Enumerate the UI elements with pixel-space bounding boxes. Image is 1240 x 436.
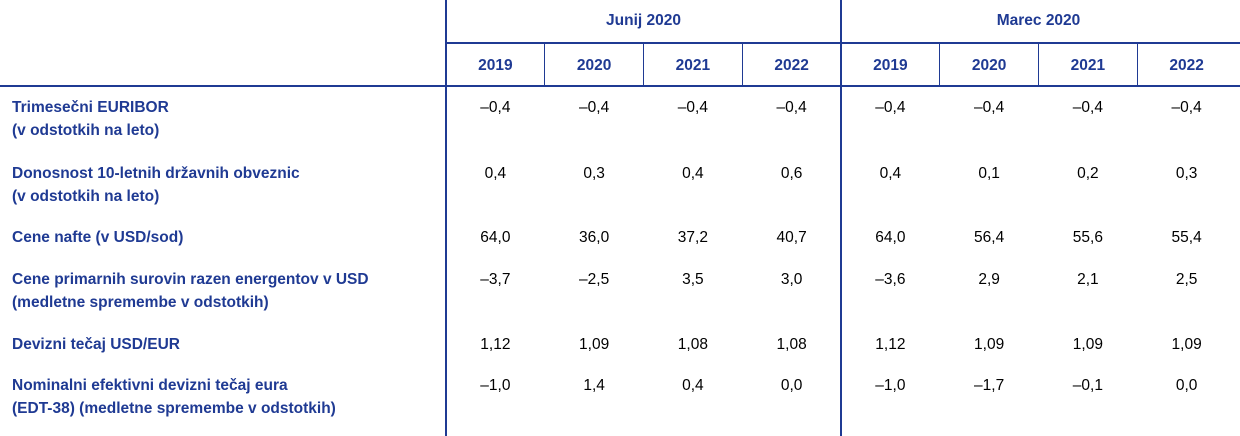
cell-value: 0,4 [682,165,704,182]
year-header: 2020 [576,57,612,74]
cell-value: –1,0 [875,377,906,394]
group-divider [840,0,842,436]
cell-value: –0,4 [776,99,807,116]
cell-value: 1,09 [1171,336,1202,353]
cell-value: 55,4 [1171,229,1202,246]
row-label: (v odstotkih na leto) [12,188,160,205]
cell-value: 64,0 [480,229,511,246]
row-label: Trimesečni EURIBOR [12,99,169,116]
cell-value: 0,4 [682,377,704,394]
row-label: (medletne spremembe v odstotkih) [12,294,269,311]
cell-value: 0,4 [484,165,507,182]
row-label: Cene primarnih surovin razen energentov … [12,271,369,288]
cell-value: –0,4 [579,99,610,116]
cell-value: 1,12 [480,336,511,353]
row-label: Cene nafte (v USD/sod) [12,229,184,246]
cell-value: 36,0 [579,229,610,246]
cell-value: –1,7 [974,377,1005,394]
cell-value: 64,0 [875,229,906,246]
cell-value: 1,08 [776,336,807,353]
year-divider [1136,42,1138,85]
cell-value: –0,4 [677,99,708,116]
cell-value: 1,09 [579,336,610,353]
cell-value: 0,6 [780,165,803,182]
cell-value: 0,4 [879,165,902,182]
cell-value: 1,12 [875,336,906,353]
cell-value: 0,0 [780,377,803,394]
cell-value: 37,2 [677,229,708,246]
year-header: 2022 [774,57,809,74]
row-label: Nominalni efektivni devizni tečaj eura [12,377,288,394]
cell-value: –0,4 [1072,99,1103,116]
year-header: 2021 [1070,57,1106,74]
cell-value: 3,5 [682,271,704,288]
cell-value: –0,4 [875,99,906,116]
cell-value: 2,1 [1077,271,1099,288]
cell-value: 0,1 [978,165,1000,182]
year-header: 2019 [478,57,513,74]
year-divider [1038,42,1039,85]
cell-value: 1,09 [974,336,1005,353]
year-divider [741,42,743,85]
cell-value: 2,9 [978,271,1000,288]
cell-value: 56,4 [974,229,1005,246]
year-header: 2020 [971,57,1007,74]
cell-value: –0,4 [480,99,511,116]
cell-value: 1,08 [677,336,708,353]
cell-value: 0,3 [583,165,605,182]
cell-value: –3,6 [875,271,906,288]
group-header: Marec 2020 [996,12,1081,29]
cell-value: –1,0 [480,377,511,394]
cell-value: 0,3 [1175,165,1198,182]
cell-value: 1,09 [1072,336,1103,353]
cell-value: 3,0 [780,271,803,288]
cell-value: 0,2 [1077,165,1099,182]
cell-value: 2,5 [1175,271,1198,288]
cell-value: –0,1 [1072,377,1103,394]
group-header: Junij 2020 [606,12,681,29]
row-label: Devizni tečaj USD/EUR [12,336,180,353]
header-rule [0,85,1240,87]
year-divider [939,42,941,85]
cell-value: –2,5 [579,271,610,288]
cell-value: –0,4 [1171,99,1202,116]
vertical-rule [445,0,447,436]
cell-value: 1,4 [583,377,605,394]
cell-value: 40,7 [776,229,807,246]
year-header: 2021 [675,57,711,74]
cell-value: 0,0 [1175,377,1198,394]
row-label: (v odstotkih na leto) [12,122,160,139]
cell-value: –0,4 [974,99,1005,116]
cell-value: –3,7 [480,271,511,288]
header-rule [446,42,1240,44]
row-label: Donosnost 10-letnih državnih obveznic [12,165,300,182]
year-divider [544,42,546,85]
year-divider [643,42,644,85]
cell-value: 55,6 [1072,229,1103,246]
year-header: 2022 [1169,57,1204,74]
year-header: 2019 [873,57,908,74]
row-label: (EDT-38) (medletne spremembe v odstotkih… [12,400,336,417]
